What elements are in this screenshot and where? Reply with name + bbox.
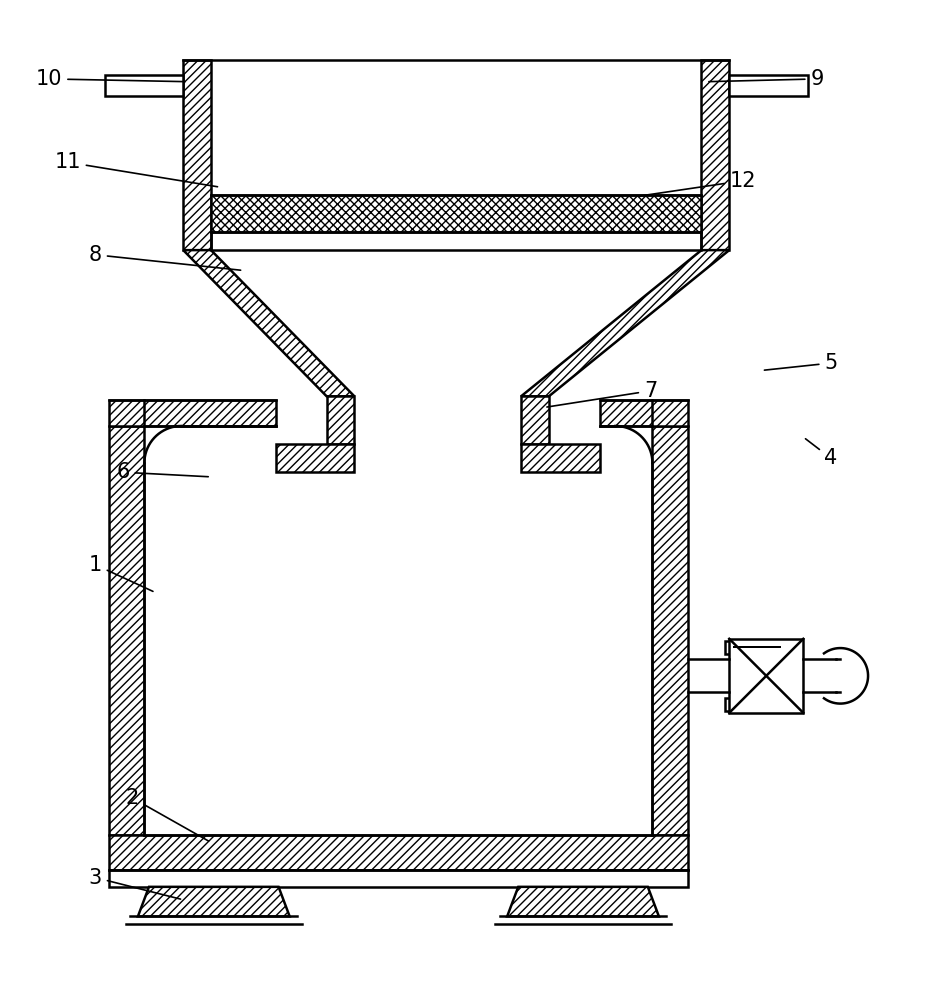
Bar	[724, 641, 785, 654]
Polygon shape	[211, 250, 701, 444]
Text: 4: 4	[805, 439, 838, 468]
Bar	[109, 870, 688, 887]
Text: 9: 9	[708, 69, 824, 89]
Bar	[729, 639, 803, 713]
Polygon shape	[183, 250, 355, 396]
Text: 3: 3	[88, 868, 181, 899]
Polygon shape	[600, 400, 688, 426]
Polygon shape	[109, 426, 144, 835]
Polygon shape	[327, 396, 355, 444]
Bar	[104, 75, 183, 96]
Polygon shape	[109, 835, 688, 870]
Text: 11: 11	[54, 152, 218, 187]
Polygon shape	[521, 396, 548, 444]
Polygon shape	[653, 426, 688, 835]
Polygon shape	[521, 444, 600, 472]
Polygon shape	[211, 195, 701, 232]
Polygon shape	[183, 60, 211, 250]
Polygon shape	[144, 426, 653, 835]
Polygon shape	[276, 444, 355, 472]
Polygon shape	[701, 60, 729, 250]
Polygon shape	[521, 250, 729, 396]
Polygon shape	[507, 887, 659, 916]
Polygon shape	[109, 400, 276, 426]
Polygon shape	[138, 887, 290, 916]
Text: 6: 6	[116, 462, 209, 482]
Text: 5: 5	[764, 353, 838, 373]
Text: 2: 2	[126, 788, 209, 841]
Bar	[729, 75, 808, 96]
Text: 7: 7	[546, 381, 657, 407]
Text: 10: 10	[35, 69, 185, 89]
Text: 8: 8	[88, 245, 240, 270]
Text: 1: 1	[88, 555, 153, 591]
Bar	[724, 698, 785, 711]
Text: 12: 12	[640, 171, 756, 196]
